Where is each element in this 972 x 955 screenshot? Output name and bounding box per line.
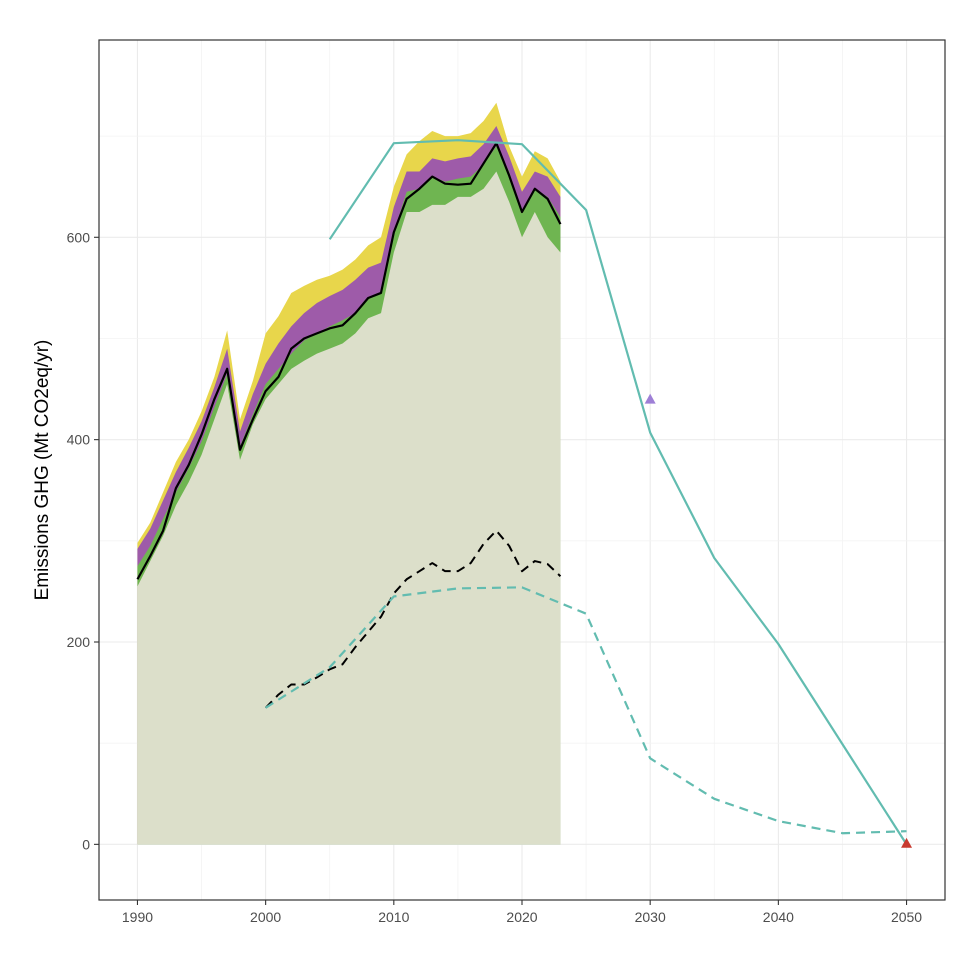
x-tick-label: 1990 <box>122 909 153 925</box>
series-line <box>136 142 562 580</box>
y-tick-label: 600 <box>67 229 91 245</box>
x-tick-label: 2010 <box>378 909 409 925</box>
markers <box>644 393 913 848</box>
dashed-line <box>265 586 907 835</box>
y-axis-title: Emissions GHG (Mt CO2eq/yr) <box>32 340 53 601</box>
triangle-marker <box>644 393 656 404</box>
area-base <box>137 171 561 845</box>
y-tick-label: 400 <box>67 432 91 448</box>
y-tick-label: 200 <box>67 634 91 650</box>
x-tick-label: 2020 <box>506 909 537 925</box>
x-tick-label: 2030 <box>635 909 666 925</box>
triangle-marker <box>901 837 913 848</box>
y-tick-label: 0 <box>82 836 90 852</box>
lines <box>136 139 908 845</box>
areas <box>137 102 561 845</box>
axes: 1990 2000 2010 2020 2030 2040 2050 0 200 400 600 <box>67 229 923 925</box>
dashed-line <box>264 529 562 709</box>
x-tick-label: 2050 <box>891 909 922 925</box>
x-tick-label: 2000 <box>250 909 281 925</box>
x-tick-label: 2040 <box>763 909 794 925</box>
projection-line <box>328 139 908 845</box>
